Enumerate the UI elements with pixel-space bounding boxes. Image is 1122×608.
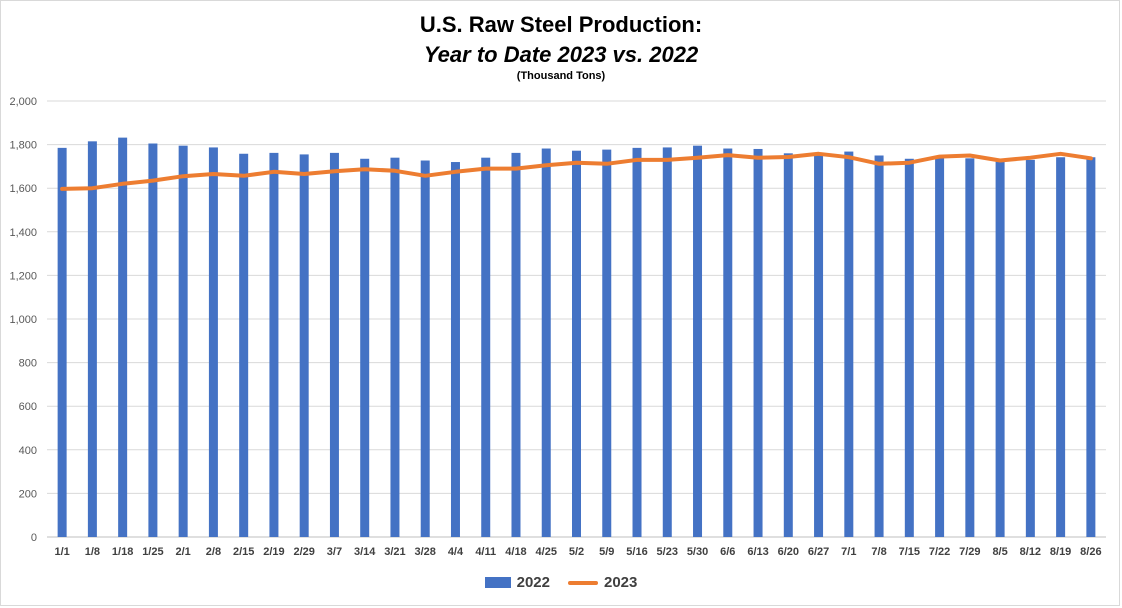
x-tick-label: 8/12 — [1020, 546, 1041, 558]
bar-2022 — [874, 155, 884, 537]
x-tick-label: 2/15 — [233, 546, 254, 558]
bar-2022 — [632, 147, 642, 537]
x-tick-label: 3/7 — [327, 546, 342, 558]
chart-subtitle-units: (Thousand Tons) — [516, 70, 606, 82]
x-tick-label: 7/22 — [929, 546, 950, 558]
x-tick-label: 2/1 — [176, 546, 191, 558]
chart-title: U.S. Raw Steel Production: — [419, 12, 703, 37]
line-2023 — [60, 151, 1093, 191]
line-series-2023 — [60, 151, 1093, 191]
bar-2022 — [1025, 159, 1035, 538]
legend-item-2022: 2022 — [484, 574, 550, 591]
bar-2022 — [541, 148, 551, 538]
x-tick-label: 1/18 — [112, 546, 133, 558]
x-tick-label: 4/4 — [448, 546, 464, 558]
bar-2022 — [178, 145, 188, 537]
y-tick-label: 2,000 — [9, 96, 37, 108]
x-tick-label: 7/15 — [899, 546, 920, 558]
bar-2022 — [753, 148, 763, 537]
x-tick-label: 4/11 — [475, 546, 496, 558]
y-tick-label: 200 — [19, 488, 37, 500]
x-tick-label: 6/13 — [747, 546, 768, 558]
chart-title-line2: Year to Date 2023 vs. 2022 — [423, 42, 699, 67]
bar-2022 — [602, 149, 612, 537]
x-tick-label: 1/1 — [54, 546, 69, 558]
y-tick-label: 1,000 — [9, 314, 37, 326]
bar-2022 — [662, 147, 672, 537]
y-tick-label: 1,200 — [9, 270, 37, 282]
bar-2022 — [935, 157, 945, 537]
x-axis-ticks: 1/1 1/8 1/18 1/25 2/1 2/8 2/15 2/19 2/29 3/7 3/14 3… — [54, 546, 1101, 558]
bar-2022 — [995, 161, 1005, 537]
bar-2022 — [239, 153, 249, 538]
bar-2022 — [420, 160, 430, 538]
x-tick-label: 6/20 — [778, 546, 799, 558]
x-tick-label: 7/29 — [959, 546, 980, 558]
bar-2022 — [814, 154, 824, 537]
bar-2022 — [511, 152, 521, 537]
x-tick-label: 5/30 — [687, 546, 708, 558]
x-tick-label: 5/2 — [569, 546, 584, 558]
bar-2022 — [1056, 157, 1066, 537]
y-tick-label: 800 — [19, 358, 37, 370]
x-tick-label: 2/19 — [263, 546, 284, 558]
bar-2022 — [783, 153, 793, 537]
bar-2022 — [299, 154, 309, 537]
bar-2022 — [693, 145, 703, 537]
x-tick-label: 1/8 — [85, 546, 100, 558]
x-tick-label: 8/19 — [1050, 546, 1071, 558]
legend-label-2022: 2022 — [516, 574, 550, 591]
x-tick-label: 7/1 — [841, 546, 856, 558]
x-tick-label: 5/16 — [626, 546, 647, 558]
x-tick-label: 3/14 — [354, 546, 376, 558]
legend: 2022 2023 — [0, 574, 1122, 591]
bar-2022 — [269, 152, 279, 537]
x-tick-label: 6/27 — [808, 546, 829, 558]
bar-2022 — [904, 158, 914, 537]
legend-item-2023: 2023 — [568, 574, 637, 591]
bar-2022 — [390, 157, 400, 537]
x-tick-label: 3/21 — [384, 546, 405, 558]
bar-2022 — [208, 147, 218, 537]
y-tick-label: 600 — [19, 401, 37, 413]
x-tick-label: 4/25 — [536, 546, 557, 558]
y-tick-label: 400 — [19, 445, 37, 457]
bar-2022 — [360, 158, 370, 537]
bar-2022 — [723, 148, 733, 538]
legend-swatch-2022 — [484, 577, 511, 588]
y-axis-ticks: 0 200 400 600 800 1,000 1,200 1,400 1,600 1,800 2,… — [9, 96, 37, 544]
legend-swatch-2023 — [568, 580, 598, 585]
bar-2022 — [481, 157, 491, 537]
bar-2022 — [118, 137, 128, 537]
x-tick-label: 3/28 — [415, 546, 436, 558]
bar-2022 — [87, 141, 97, 537]
y-tick-label: 1,400 — [9, 227, 37, 239]
x-tick-label: 1/25 — [142, 546, 163, 558]
x-tick-label: 4/18 — [505, 546, 526, 558]
x-tick-label: 5/9 — [599, 546, 614, 558]
x-tick-label: 2/8 — [206, 546, 221, 558]
bar-2022 — [1086, 157, 1096, 537]
legend-label-2023: 2023 — [604, 574, 638, 591]
y-tick-label: 1,600 — [9, 183, 37, 195]
x-tick-label: 2/29 — [293, 546, 314, 558]
x-tick-label: 6/6 — [720, 546, 735, 558]
y-tick-label: 0 — [31, 532, 37, 544]
bar-2022 — [450, 162, 460, 538]
x-tick-label: 5/23 — [657, 546, 678, 558]
bars-2022 — [57, 137, 1096, 538]
bar-2022 — [148, 143, 158, 537]
bar-2022 — [57, 147, 67, 537]
bar-2022 — [965, 158, 975, 538]
bar-2022 — [844, 151, 854, 538]
bar-2022 — [572, 150, 581, 538]
bar-2022 — [329, 152, 339, 537]
x-tick-label: 7/8 — [871, 546, 886, 558]
y-tick-label: 1,800 — [9, 140, 37, 152]
x-tick-label: 8/5 — [992, 546, 1007, 558]
x-tick-label: 8/26 — [1080, 546, 1101, 558]
